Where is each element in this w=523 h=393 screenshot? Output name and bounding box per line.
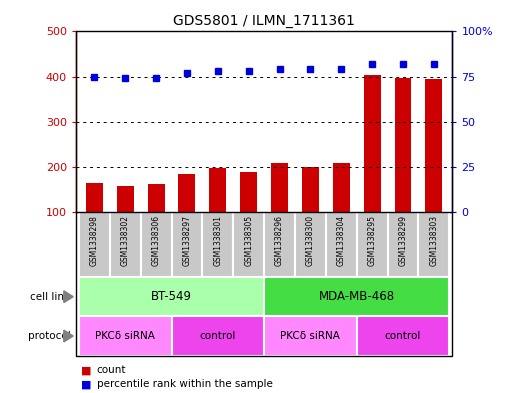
Bar bbox=[233, 212, 264, 277]
Text: cell line: cell line bbox=[30, 292, 71, 302]
Bar bbox=[295, 212, 326, 277]
Bar bbox=[388, 212, 418, 277]
Text: control: control bbox=[200, 331, 236, 341]
Bar bbox=[302, 167, 319, 212]
Text: GSM1338306: GSM1338306 bbox=[152, 215, 161, 266]
Bar bbox=[425, 79, 442, 212]
Bar bbox=[418, 212, 449, 277]
Text: count: count bbox=[97, 365, 126, 375]
Bar bbox=[178, 174, 196, 212]
Bar bbox=[172, 212, 202, 277]
Title: GDS5801 / ILMN_1711361: GDS5801 / ILMN_1711361 bbox=[173, 14, 355, 28]
Text: GSM1338302: GSM1338302 bbox=[121, 215, 130, 266]
Text: GSM1338301: GSM1338301 bbox=[213, 215, 222, 266]
Text: percentile rank within the sample: percentile rank within the sample bbox=[97, 379, 272, 389]
Text: GSM1338298: GSM1338298 bbox=[90, 215, 99, 266]
Text: GSM1338305: GSM1338305 bbox=[244, 215, 253, 266]
Bar bbox=[394, 78, 412, 212]
Text: ■: ■ bbox=[81, 379, 92, 389]
Text: GSM1338303: GSM1338303 bbox=[429, 215, 438, 266]
Bar bbox=[240, 173, 257, 212]
Bar bbox=[202, 212, 233, 277]
Bar bbox=[110, 212, 141, 277]
Bar bbox=[117, 186, 134, 212]
Text: GSM1338297: GSM1338297 bbox=[183, 215, 191, 266]
Bar bbox=[333, 162, 350, 212]
Text: GSM1338299: GSM1338299 bbox=[399, 215, 407, 266]
Bar bbox=[326, 212, 357, 277]
Text: PKCδ siRNA: PKCδ siRNA bbox=[95, 331, 155, 341]
Text: BT-549: BT-549 bbox=[151, 290, 192, 303]
Bar bbox=[264, 212, 295, 277]
Text: ■: ■ bbox=[81, 365, 92, 375]
Text: control: control bbox=[385, 331, 421, 341]
Text: protocol: protocol bbox=[28, 331, 71, 341]
Bar bbox=[264, 316, 357, 356]
Bar bbox=[172, 316, 264, 356]
Bar bbox=[79, 277, 264, 316]
Text: GSM1338296: GSM1338296 bbox=[275, 215, 284, 266]
Bar bbox=[357, 316, 449, 356]
Bar bbox=[357, 212, 388, 277]
Text: MDA-MB-468: MDA-MB-468 bbox=[319, 290, 395, 303]
Bar bbox=[79, 212, 110, 277]
Bar bbox=[209, 168, 226, 212]
Text: PKCδ siRNA: PKCδ siRNA bbox=[280, 331, 340, 341]
Bar bbox=[86, 183, 103, 212]
Bar bbox=[264, 277, 449, 316]
Text: GSM1338304: GSM1338304 bbox=[337, 215, 346, 266]
Bar bbox=[363, 75, 381, 212]
Text: GSM1338300: GSM1338300 bbox=[306, 215, 315, 266]
Text: GSM1338295: GSM1338295 bbox=[368, 215, 377, 266]
Bar bbox=[79, 316, 172, 356]
Bar bbox=[147, 184, 165, 212]
Bar bbox=[141, 212, 172, 277]
Bar bbox=[271, 163, 288, 212]
